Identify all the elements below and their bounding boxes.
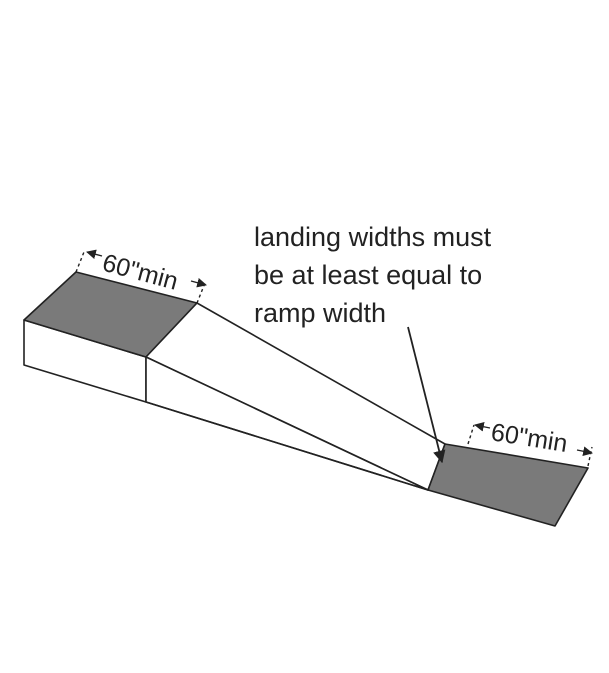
annotation-line-3: ramp width [254, 298, 386, 328]
upper-dimension-tick-right [196, 282, 206, 304]
upper-dimension-tick-left [75, 251, 85, 273]
lower-dimension-tick-left [467, 424, 475, 445]
ramp-base-edge [145, 401, 429, 491]
lower-dimension-tick-right [587, 446, 593, 467]
landing-width-annotation: landing widths must be at least equal to… [254, 222, 492, 464]
upper-landing-block [23, 271, 198, 403]
annotation-line-2: be at least equal to [254, 260, 482, 290]
annotation-line-1: landing widths must [254, 222, 492, 252]
annotation-leader-line [407, 326, 446, 464]
lower-dimension-arrow-right [576, 446, 593, 457]
ramp-surface [145, 302, 446, 491]
upper-dimension-arrow-left [86, 249, 103, 260]
lower-dimension-label: 60"min [489, 418, 569, 458]
lower-dimension-arrow-left [474, 421, 491, 432]
upper-dimension-arrow-right [190, 277, 207, 288]
